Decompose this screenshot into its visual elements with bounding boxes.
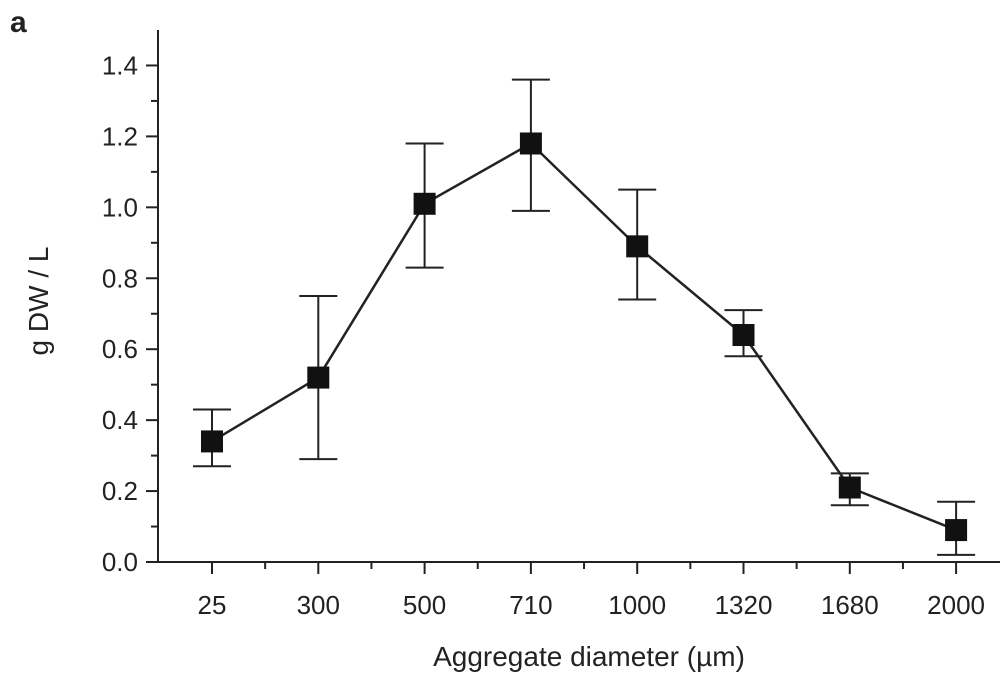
data-point-marker <box>201 430 223 453</box>
y-tick-label: 1.0 <box>102 192 138 222</box>
x-tick-label: 710 <box>509 590 552 620</box>
x-tick-label: 25 <box>198 590 227 620</box>
x-tick-label: 300 <box>297 590 340 620</box>
data-point-marker <box>945 519 968 542</box>
axes <box>157 30 1000 563</box>
y-tick-label: 0.4 <box>102 405 138 435</box>
x-ticks: 25 300 500 710 1000 1320 1680 2000 <box>198 562 985 620</box>
x-tick-label: 1000 <box>608 590 666 620</box>
x-tick-label: 1320 <box>715 590 773 620</box>
x-tick-label: 2000 <box>927 590 985 620</box>
series-line <box>211 141 957 532</box>
y-tick-label: 1.2 <box>102 121 138 151</box>
data-markers <box>201 132 968 542</box>
y-axis-title: g DW / L <box>23 247 54 356</box>
y-tick-label: 1.4 <box>102 50 138 80</box>
data-point-marker <box>838 476 861 499</box>
data-point-marker <box>307 366 330 389</box>
y-tick-label: 0.2 <box>102 476 138 506</box>
data-point-marker <box>732 324 755 347</box>
x-tick-label: 1680 <box>821 590 879 620</box>
y-tick-label: 0.8 <box>102 263 138 293</box>
y-ticks: 0.0 0.2 0.4 0.6 0.8 1.0 1.2 1.4 <box>102 50 158 577</box>
data-point-marker <box>413 192 436 215</box>
y-tick-label: 0.6 <box>102 334 138 364</box>
data-point-marker <box>519 132 542 155</box>
panel-label: a <box>10 6 27 39</box>
x-tick-label: 500 <box>403 590 446 620</box>
x-axis-title: Aggregate diameter (µm) <box>433 641 745 672</box>
data-point-marker <box>626 235 649 258</box>
y-tick-label: 0.0 <box>102 547 138 577</box>
